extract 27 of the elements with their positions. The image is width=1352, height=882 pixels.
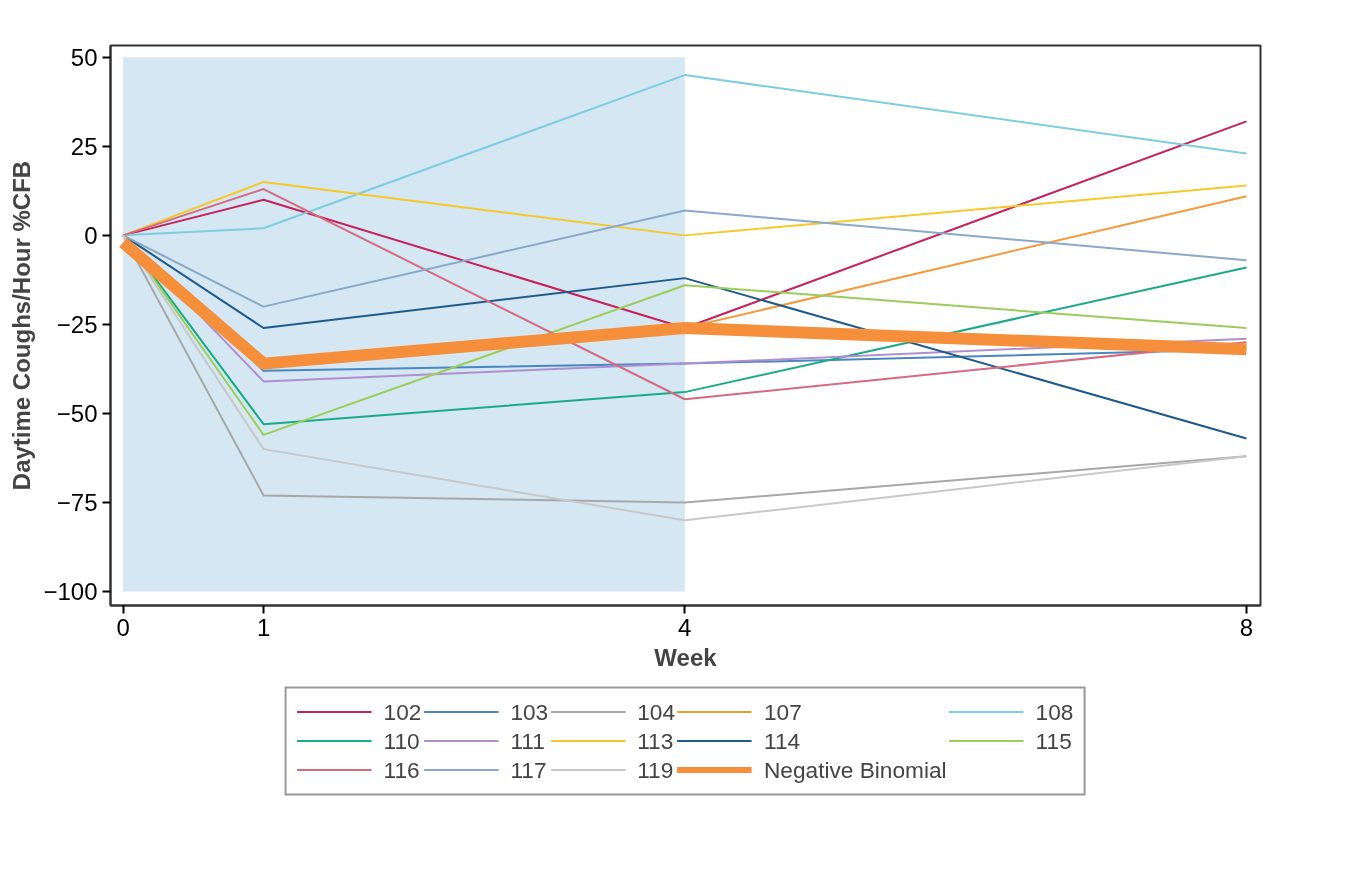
y-axis-title: Daytime Coughs/Hour %CFB <box>8 160 36 491</box>
y-tick-label: −25 <box>56 310 98 338</box>
legend-label: Negative Binomial <box>764 756 947 783</box>
y-tick-label: 25 <box>70 132 98 160</box>
y-tick-label: 50 <box>70 43 98 71</box>
legend-label: 117 <box>510 756 547 783</box>
legend-label: 119 <box>637 756 674 783</box>
x-tick-label: 8 <box>1239 613 1254 641</box>
legend-label: 113 <box>637 727 674 754</box>
legend-label: 107 <box>764 698 802 725</box>
legend-label: 115 <box>1035 727 1072 754</box>
y-tick-label: −100 <box>43 578 98 606</box>
y-tick-label: −50 <box>56 399 98 427</box>
y-tick-label: −75 <box>56 489 98 517</box>
legend-label: 103 <box>510 698 549 725</box>
x-axis-title: Week <box>654 643 718 671</box>
legend-label: 102 <box>383 698 422 725</box>
legend-label: 110 <box>383 727 420 754</box>
legend-label: 104 <box>637 698 676 725</box>
legend-label: 114 <box>764 727 801 754</box>
y-tick-label: 0 <box>84 221 98 249</box>
x-tick-label: 0 <box>116 613 130 641</box>
legend-label: 111 <box>510 727 545 754</box>
x-tick-label: 4 <box>678 613 692 641</box>
x-tick-label: 1 <box>256 613 271 641</box>
legend-label: 108 <box>1035 698 1074 725</box>
legend-label: 116 <box>383 756 420 783</box>
